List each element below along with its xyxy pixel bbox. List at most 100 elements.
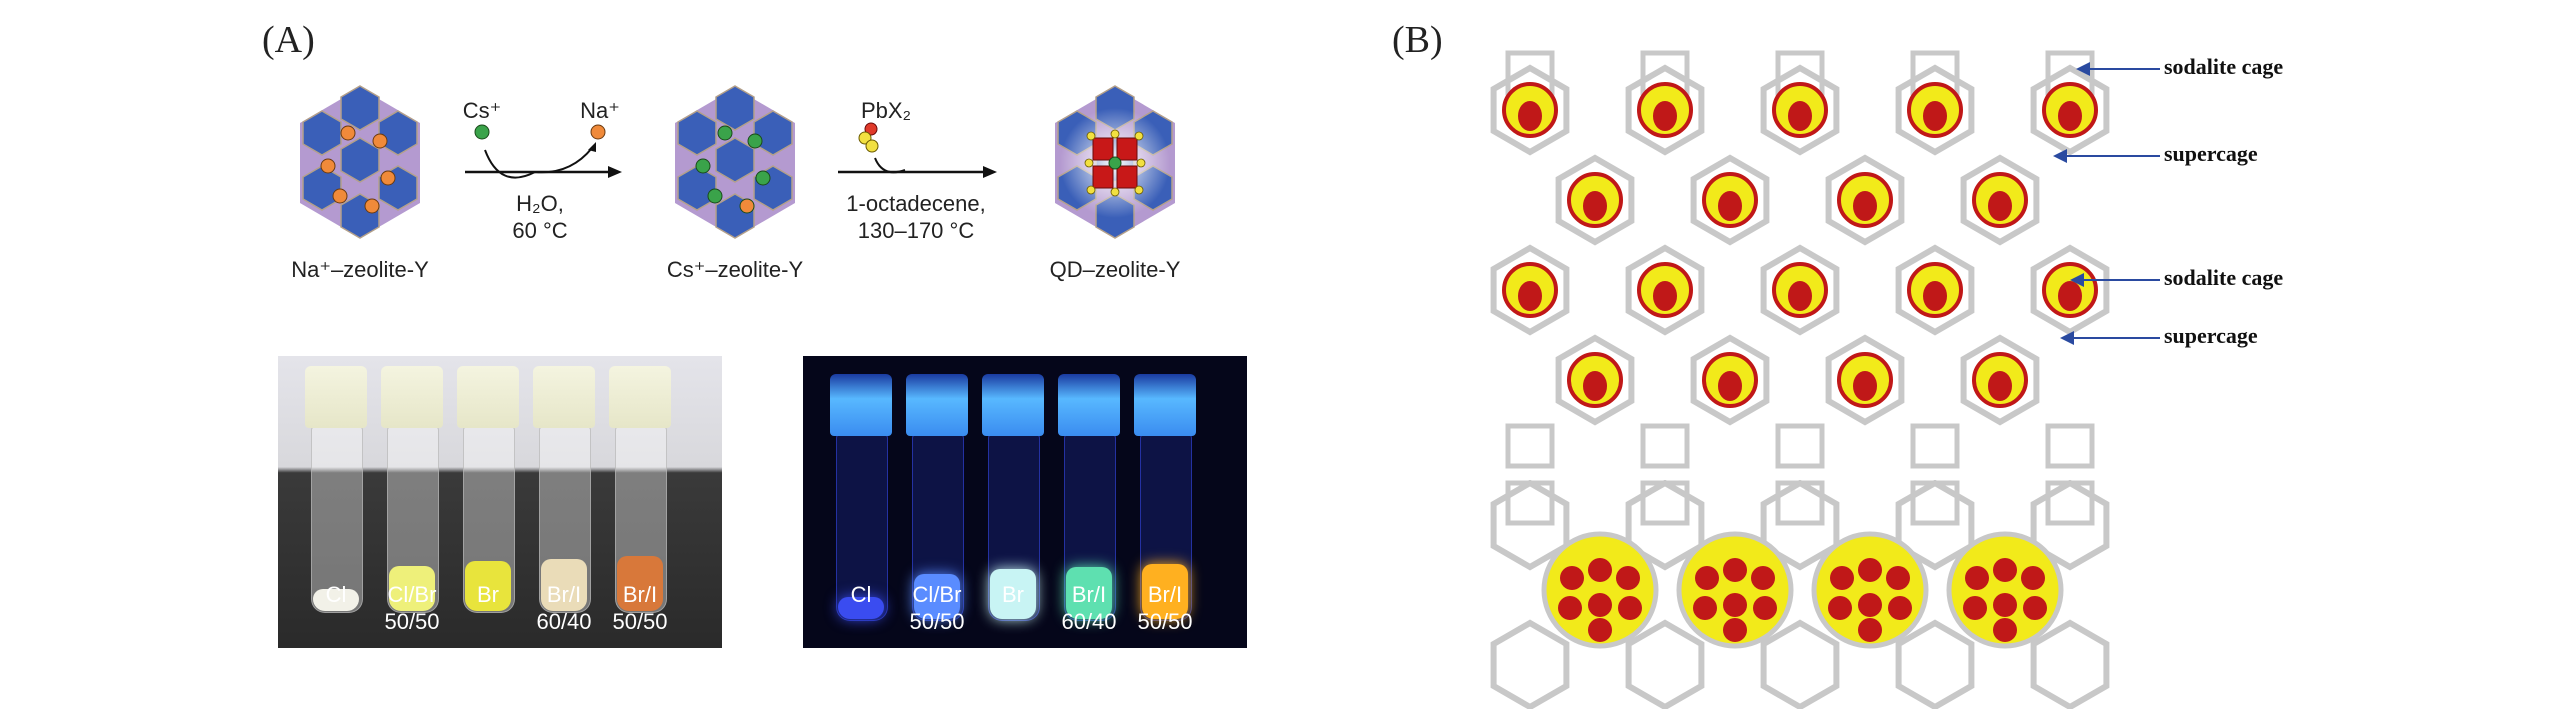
sodalite-cage-frame (1625, 64, 1705, 156)
red-atom (1965, 566, 1989, 590)
red-atom (1723, 558, 1747, 582)
sodalite-cage-arrow-bottom (2070, 273, 2160, 287)
double-ring-unit (1505, 423, 1555, 469)
red-atom (1993, 593, 2017, 617)
double-ring-unit (1640, 423, 1690, 469)
red-atom (1588, 618, 1612, 642)
red-atom (1718, 191, 1742, 221)
red-atom (1923, 101, 1947, 131)
sodalite-cage-frame (1490, 480, 1570, 571)
vial-label-ratio: 60/40 (1061, 609, 1117, 634)
red-atom (1751, 566, 1775, 590)
red-atom (1560, 566, 1584, 590)
vial-label-composition: Cl/Br (387, 582, 437, 607)
vial-label-composition: Cl (325, 582, 347, 607)
red-atom (1653, 101, 1677, 131)
step1-reaction-arrow (465, 124, 622, 179)
vial-label: Br/I 50/50 (1137, 581, 1192, 635)
powder-sample (389, 566, 435, 611)
double-ring-unit (2045, 423, 2095, 469)
sodalite-cage-frame (1625, 619, 1705, 709)
red-atom (2021, 566, 2045, 590)
red-atom (1588, 593, 1612, 617)
sodalite-cage-frame (1690, 334, 1770, 426)
vial-cap (1058, 374, 1120, 436)
sodalite-cage-frame (1760, 64, 1840, 156)
sodalite-cage-frame (1690, 154, 1770, 246)
supercage-arrow-top (2053, 149, 2160, 163)
double-ring-unit (1775, 423, 1825, 469)
step1-product-out: Na⁺ (580, 98, 620, 123)
vial-cap (906, 374, 968, 436)
vial-label: Br/I 50/50 (612, 581, 667, 635)
vial-label: Cl/Br 50/50 (909, 581, 964, 635)
red-atom (1558, 596, 1582, 620)
vial-label-ratio: 60/40 (536, 609, 592, 634)
vial-label-composition: Cl/Br (912, 582, 962, 607)
sodalite-cage-frame (1555, 334, 1635, 426)
red-atom (1518, 101, 1542, 131)
supercage-label-bottom: supercage (2164, 323, 2258, 348)
vial-label-ratio: 50/50 (909, 609, 965, 634)
sodalite-cage-label-top: sodalite cage (2164, 54, 2284, 79)
step2-reagent: PbX₂ (860, 98, 912, 123)
red-atom (1988, 191, 2012, 221)
step1-solvent: H₂O, (516, 191, 564, 216)
sodalite-cage-frame (1760, 244, 1840, 336)
vial-tube (311, 426, 363, 613)
na-zeolite-illustration (290, 78, 430, 248)
red-atom (1858, 593, 1882, 617)
vial-cap (1134, 374, 1196, 436)
red-atom (1988, 371, 2012, 401)
stage-label-cs-zeolite: Cs⁺–zeolite-Y (666, 257, 804, 282)
vial-cap (457, 366, 519, 428)
vial-cap (830, 374, 892, 436)
sodalite-cage-frame (2030, 480, 2110, 571)
vial-cap (305, 366, 367, 428)
powder-sample (313, 589, 359, 611)
sodalite-cage-arrow-top (2076, 62, 2160, 76)
red-atom (1788, 281, 1812, 311)
red-atom (1993, 558, 2017, 582)
vial-label: Cl (851, 581, 872, 608)
vial-label-composition: Br (1002, 582, 1024, 607)
red-atom (1923, 281, 1947, 311)
red-atom (1888, 596, 1912, 620)
red-atom (1618, 596, 1642, 620)
photo-ambient-light-vials: Cl Cl/Br 50/50 Br Br/I 60/40 Br/I 50/50 (278, 356, 722, 648)
red-atom (1583, 371, 1607, 401)
vial-label: Br/I 60/40 (536, 581, 591, 635)
sodalite-cage-frame (1625, 480, 1705, 571)
red-atom (1963, 596, 1987, 620)
sodalite-cage-frame (1895, 244, 1975, 336)
sodalite-cage-frame (1490, 64, 1570, 156)
vial-cap (533, 366, 595, 428)
vial-label: Br/I 60/40 (1061, 581, 1116, 635)
vial-label-ratio: 50/50 (1137, 609, 1193, 634)
zeolite-structure-bottom (1490, 480, 2110, 709)
powder-sample (914, 574, 960, 619)
sodalite-cage-frame (1625, 244, 1705, 336)
powder-sample (990, 569, 1036, 619)
red-atom (1616, 566, 1640, 590)
powder-sample (617, 556, 663, 611)
vial-label-composition: Br/I (1071, 582, 1107, 607)
powder-sample (838, 597, 884, 619)
sodalite-cage-frame (2030, 619, 2110, 709)
sodalite-cage-label-bottom: sodalite cage (2164, 265, 2284, 290)
powder-sample (465, 561, 511, 611)
red-atom (1993, 618, 2017, 642)
step2-temperature: 130–170 °C (857, 218, 975, 243)
cs-zeolite-illustration (665, 78, 805, 248)
powder-sample (1066, 567, 1112, 619)
red-atom (1886, 566, 1910, 590)
red-atom (1828, 596, 1852, 620)
red-atom (1695, 566, 1719, 590)
vial-cap (381, 366, 443, 428)
red-atom (1518, 281, 1542, 311)
sodalite-cage-frame (2030, 64, 2110, 156)
sodalite-cage-frame (1895, 64, 1975, 156)
vial-label-composition: Br/I (546, 582, 582, 607)
vial-label-ratio: 50/50 (384, 609, 440, 634)
red-atom (2058, 281, 2082, 311)
